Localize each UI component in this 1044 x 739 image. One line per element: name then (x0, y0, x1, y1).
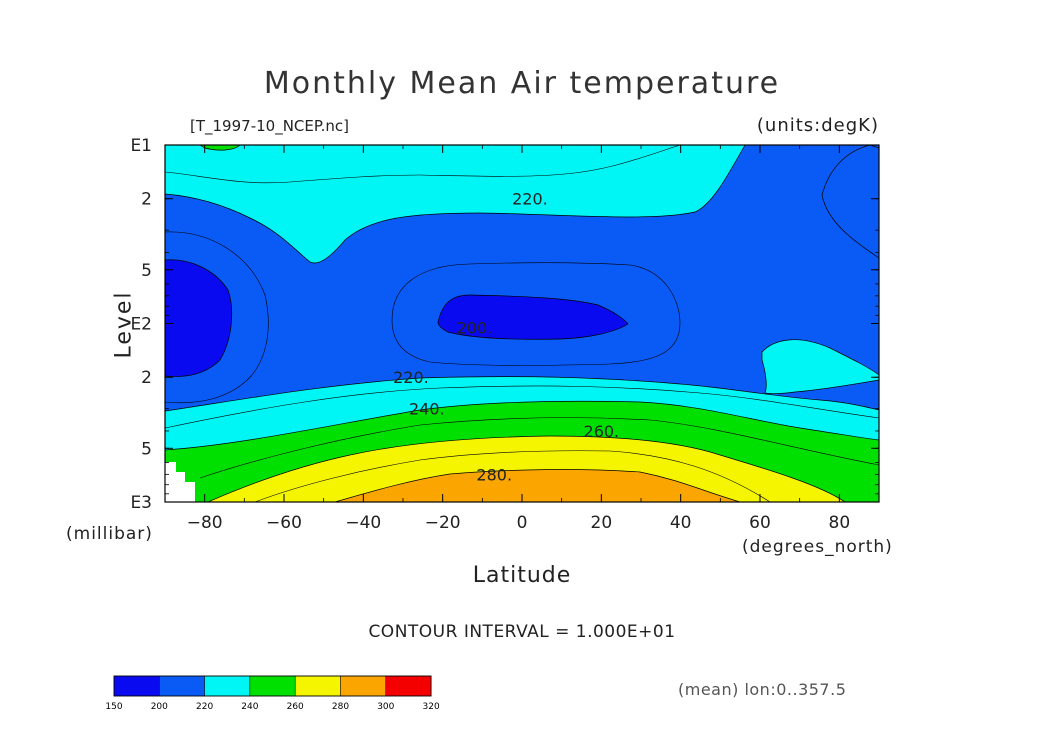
x-tick-label: −60 (266, 513, 302, 533)
file-label: [T_1997-10_NCEP.nc] (190, 117, 349, 135)
contour-line (165, 145, 681, 184)
chart-title: Monthly Mean Air temperature (263, 66, 781, 101)
colorbar-swatch (159, 675, 205, 697)
colorbar-swatch (385, 675, 432, 697)
x-axis-label: Latitude (472, 563, 572, 588)
colorbar-swatch (113, 675, 160, 697)
contour-line (391, 262, 681, 366)
contour-line (165, 385, 879, 429)
y-tick-label: E3 (130, 493, 152, 513)
x-tick-label: 60 (749, 513, 771, 533)
colorbar-tick-label: 280 (332, 702, 349, 712)
contour-line (254, 450, 771, 502)
y-tick-label: E1 (130, 136, 152, 156)
contour-label: 260. (584, 422, 620, 441)
y-tick-label: 2 (141, 190, 152, 210)
x-tick-label: 80 (829, 513, 851, 533)
units-label: (units:degK) (756, 115, 879, 136)
colorbar-frame (113, 675, 432, 697)
colorbar-tick-label: 260 (287, 702, 304, 712)
x-tick-label: 40 (670, 513, 692, 533)
band-280-300 (334, 469, 741, 502)
band-190-200-center (437, 294, 629, 340)
colorbar-tick-label: 220 (196, 702, 213, 712)
y-units-label: (millibar) (66, 524, 153, 544)
contour-line (199, 417, 879, 479)
colorbar-tick-label: 240 (241, 702, 258, 712)
colorbar: 150 200 220 240 260 280 300 320 (105, 675, 440, 712)
contour-labels: 220. 200. 220. 240. 260. 280. (393, 190, 619, 485)
y-tick-label: 5 (141, 261, 152, 281)
plot-area (165, 145, 879, 502)
band-220-240-topright (821, 145, 879, 259)
x-tick-label: 20 (591, 513, 613, 533)
y-axis-label: Level (111, 290, 137, 359)
axis-ticks: −80 −60 −40 −20 0 20 40 60 80 E1 2 5 E2 2 5 E3 (130, 136, 880, 533)
mean-note: (mean) lon:0..357.5 (678, 680, 847, 699)
contour-label: 220. (393, 368, 429, 387)
colorbar-tick-label: 150 (105, 702, 122, 712)
colorbar-tick-label: 300 (377, 702, 394, 712)
x-units-label: (degrees_north) (742, 537, 893, 557)
x-tick-label: −80 (187, 513, 223, 533)
contour-label: 240. (409, 400, 445, 419)
colorbar-swatch (249, 675, 296, 697)
colorbar-swatch (340, 675, 387, 697)
contour-label: 220. (512, 190, 548, 209)
missing-data-corner (165, 462, 195, 502)
band-220-240-top (165, 145, 746, 264)
y-tick-label: E2 (130, 315, 152, 335)
colorbar-swatch (204, 675, 251, 697)
colorbar-tick-label: 200 (151, 702, 168, 712)
contour-label: 280. (476, 465, 512, 484)
x-tick-label: −40 (345, 513, 381, 533)
band-190-200-left (165, 259, 233, 377)
x-tick-label: −20 (425, 513, 461, 533)
contour-interval-label: CONTOUR INTERVAL = 1.000E+01 (368, 622, 676, 642)
contour-line (165, 231, 269, 404)
x-tick-label: 0 (517, 513, 528, 533)
colorbar-swatch (294, 675, 341, 697)
y-tick-label: 5 (141, 439, 152, 459)
colorbar-tick-label: 320 (423, 702, 440, 712)
y-tick-label: 2 (141, 368, 152, 388)
contour-label: 200. (457, 318, 493, 337)
band-220-240-right (761, 339, 879, 395)
